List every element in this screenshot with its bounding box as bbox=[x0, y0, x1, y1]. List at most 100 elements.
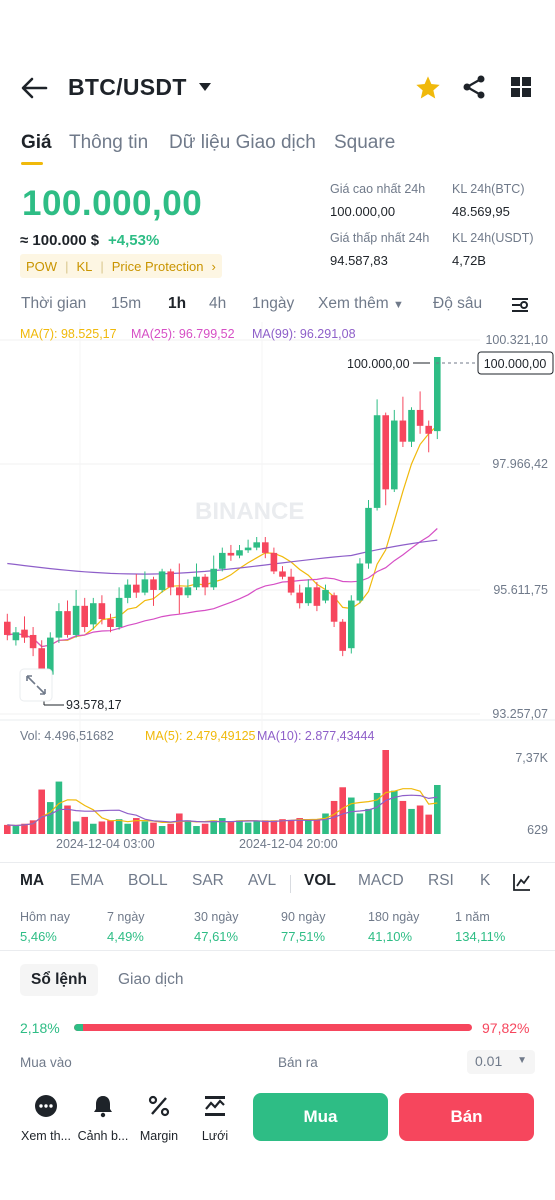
candle-body bbox=[133, 584, 140, 593]
interval-1d[interactable]: 1ngày bbox=[252, 295, 295, 312]
volume-bar bbox=[416, 805, 424, 834]
chart-settings-icon[interactable] bbox=[510, 295, 530, 315]
volume-bar bbox=[227, 821, 235, 834]
volume-bar bbox=[365, 808, 372, 834]
volume-bar bbox=[391, 790, 398, 834]
share-icon[interactable] bbox=[462, 74, 486, 100]
indicator-settings-icon[interactable] bbox=[512, 872, 532, 892]
tab-info[interactable]: Thông tin bbox=[69, 132, 149, 153]
candle-body bbox=[47, 637, 54, 675]
alert-button[interactable]: Cảnh b... bbox=[73, 1094, 133, 1143]
indicator-avl[interactable]: AVL bbox=[248, 872, 277, 889]
candle-body bbox=[176, 587, 183, 596]
perf-today-label: Hôm nay bbox=[20, 910, 71, 924]
divider bbox=[0, 862, 555, 863]
depth-chart-tab[interactable]: Độ sâu bbox=[433, 295, 483, 312]
grid-bot-button[interactable]: Lưới bbox=[185, 1094, 245, 1143]
stat-low-value: 94.587,83 bbox=[330, 253, 388, 268]
perf-180d-value: 41,10% bbox=[368, 929, 413, 944]
stat-vol-usdt-label: KL 24h(USDT) bbox=[452, 231, 534, 245]
caret-down-icon: ▼ bbox=[517, 1055, 527, 1066]
tab-orderbook[interactable]: Sổ lệnh bbox=[20, 964, 98, 996]
candlestick-chart[interactable]: BINANCE MA(7): 98.525,17 MA(25): 96.799,… bbox=[0, 322, 555, 862]
tag-kl[interactable]: KL bbox=[76, 258, 93, 274]
price-axis-top: 100.321,10 bbox=[485, 333, 548, 347]
indicator-kdj[interactable]: K bbox=[480, 872, 490, 889]
candle-body bbox=[356, 563, 364, 601]
layout-grid-icon[interactable] bbox=[510, 76, 532, 98]
more-button[interactable]: Xem th... bbox=[16, 1094, 76, 1143]
candle-body bbox=[4, 621, 11, 635]
candle-body bbox=[219, 552, 226, 569]
indicator-ma[interactable]: MA bbox=[20, 872, 45, 889]
candle-body bbox=[227, 552, 235, 556]
volume-bar bbox=[98, 821, 106, 834]
tab-price[interactable]: Giá bbox=[21, 132, 52, 153]
volume-bar bbox=[296, 818, 303, 834]
star-icon[interactable] bbox=[414, 74, 442, 102]
buy-button[interactable]: Mua bbox=[253, 1093, 388, 1141]
perf-90d-label: 90 ngày bbox=[281, 910, 326, 924]
perf-1y-value: 134,11% bbox=[455, 929, 506, 944]
candle-body bbox=[287, 576, 295, 593]
back-arrow-icon[interactable] bbox=[20, 76, 48, 100]
interval-bar: Thời gian 15m 1h 4h 1ngày Xem thêm ▼ Độ … bbox=[0, 292, 555, 318]
volume-bar bbox=[322, 813, 329, 834]
buy-sell-ratio-bar bbox=[74, 1024, 472, 1031]
volume-bar bbox=[193, 826, 200, 834]
indicator-sar[interactable]: SAR bbox=[192, 872, 224, 889]
margin-button[interactable]: Margin bbox=[129, 1094, 189, 1143]
candle-body bbox=[90, 603, 97, 625]
low-marker: 93.578,17 bbox=[66, 698, 122, 712]
chevron-right-icon[interactable]: › bbox=[211, 258, 216, 274]
vol-ma10-legend: MA(10): 2.877,43444 bbox=[257, 729, 374, 743]
volume-bar bbox=[356, 813, 364, 834]
candle-body bbox=[425, 425, 432, 434]
caret-down-icon[interactable] bbox=[198, 82, 212, 92]
volume-bar bbox=[38, 789, 45, 834]
tab-square[interactable]: Square bbox=[334, 132, 396, 153]
indicator-macd[interactable]: MACD bbox=[358, 872, 404, 889]
indicator-rsi[interactable]: RSI bbox=[428, 872, 454, 889]
vol-legend: Vol: 4.496,51682 bbox=[20, 729, 114, 743]
stat-vol-btc-label: KL 24h(BTC) bbox=[452, 182, 525, 196]
volume-bar bbox=[270, 820, 278, 834]
perf-90d-value: 77,51% bbox=[281, 929, 326, 944]
buy-ratio-fill bbox=[74, 1024, 83, 1031]
indicator-ema[interactable]: EMA bbox=[70, 872, 104, 889]
interval-15m[interactable]: 15m bbox=[111, 295, 142, 312]
vol-ma5-legend: MA(5): 2.479,49125 bbox=[145, 729, 256, 743]
candle-body bbox=[124, 584, 131, 598]
sell-button[interactable]: Bán bbox=[399, 1093, 534, 1141]
tab-trades[interactable]: Giao dịch bbox=[118, 971, 184, 988]
expand-icon[interactable] bbox=[19, 668, 53, 702]
caret-down-icon: ▼ bbox=[392, 299, 404, 311]
pair-title[interactable]: BTC/USDT bbox=[68, 74, 187, 100]
interval-more[interactable]: Xem thêm ▼ bbox=[318, 295, 404, 312]
volume-bar bbox=[47, 802, 54, 834]
indicator-boll[interactable]: BOLL bbox=[128, 872, 168, 889]
tag-pow[interactable]: POW bbox=[26, 258, 58, 274]
candles bbox=[4, 357, 441, 698]
volume-bar bbox=[399, 800, 407, 834]
candle-body bbox=[262, 542, 269, 553]
volume-bar bbox=[133, 818, 140, 834]
volume-bar bbox=[124, 823, 131, 834]
candle-body bbox=[107, 619, 114, 628]
volume-bar bbox=[219, 818, 226, 834]
depth-precision-select[interactable]: 0.01 ▼ bbox=[467, 1050, 535, 1074]
volume-bar bbox=[81, 816, 88, 834]
page-tabs: Giá Thông tin Dữ liệu Giao dịch Square bbox=[0, 128, 555, 168]
interval-4h[interactable]: 4h bbox=[209, 295, 227, 312]
watermark: BINANCE bbox=[195, 498, 304, 525]
coin-tags[interactable]: POW | KL | Price Protection › bbox=[20, 254, 222, 278]
perf-7d-value: 4,49% bbox=[107, 929, 144, 944]
tag-price-protection[interactable]: Price Protection bbox=[111, 258, 204, 274]
candle-body bbox=[434, 357, 441, 432]
interval-1h[interactable]: 1h bbox=[168, 295, 187, 312]
indicator-tabs: MA EMA BOLL SAR AVL VOL MACD RSI K bbox=[0, 868, 555, 898]
interval-time[interactable]: Thời gian bbox=[21, 295, 87, 312]
stat-high-value: 100.000,00 bbox=[330, 204, 396, 219]
tab-trading-data[interactable]: Dữ liệu Giao dịch bbox=[169, 132, 316, 153]
indicator-vol[interactable]: VOL bbox=[304, 872, 336, 889]
